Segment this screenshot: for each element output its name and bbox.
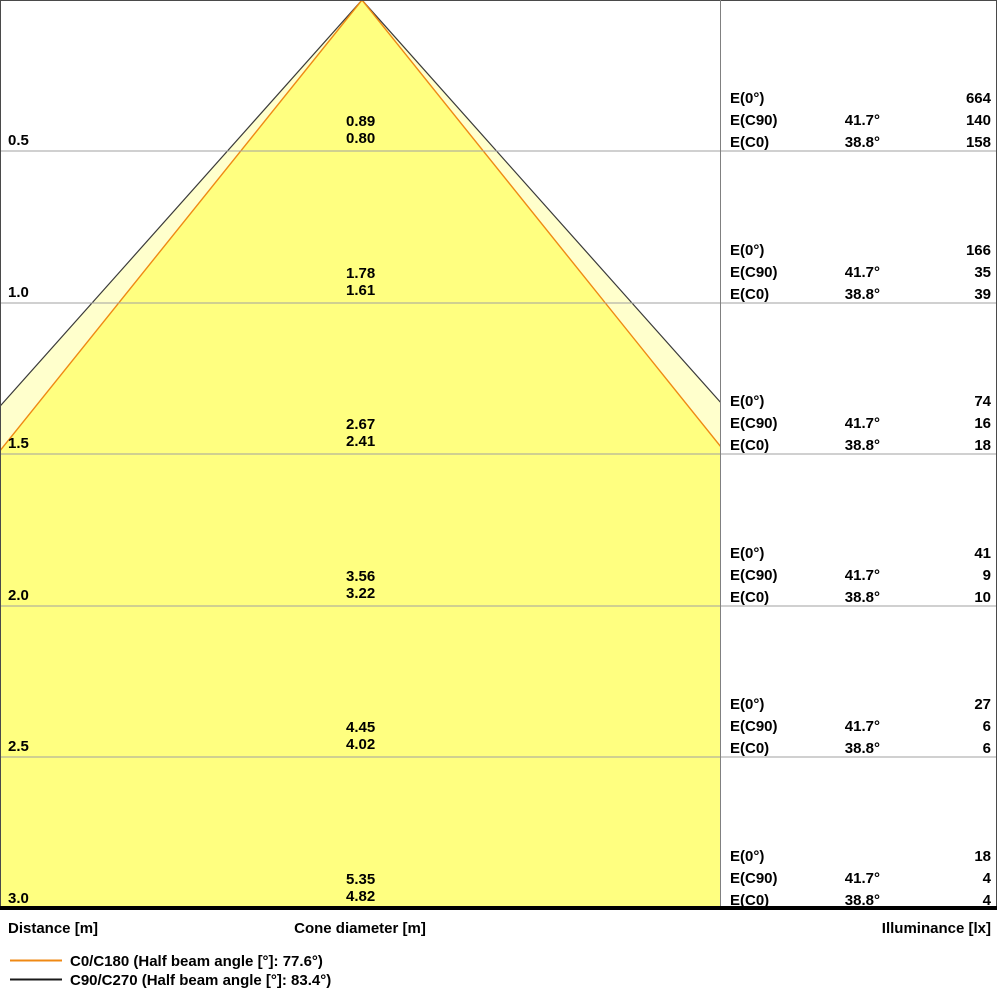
axis-labels: Distance [m] Cone diameter [m] Illuminan…: [8, 920, 991, 937]
ec0-value: 158: [966, 134, 991, 151]
ec0-value: 10: [974, 589, 991, 606]
gridlines: [0, 150, 997, 758]
ec0-label: E(C0): [730, 286, 769, 303]
ec0-angle: 38.8°: [845, 134, 880, 151]
ec0-value: 39: [974, 286, 991, 303]
cone-diameter-c90-value: 5.35: [346, 871, 375, 888]
ec90-angle: 41.7°: [845, 870, 880, 887]
cone-diameter-axis-label: Cone diameter [m]: [294, 920, 426, 937]
ec0-label: E(C0): [730, 134, 769, 151]
distance-axis-label: Distance [m]: [8, 920, 98, 937]
ec90-value: 9: [983, 567, 991, 584]
illuminance-axis-label: Illuminance [lx]: [882, 920, 991, 937]
e0-value: 18: [974, 848, 991, 865]
ec90-value: 4: [983, 870, 992, 887]
ec90-angle: 41.7°: [845, 264, 880, 281]
ec90-angle: 41.7°: [845, 567, 880, 584]
ec0-angle: 38.8°: [845, 589, 880, 606]
e0-label: E(0°): [730, 393, 764, 410]
chart-frame: [0, 0, 997, 910]
ec0-value: 18: [974, 437, 991, 454]
row-1-0: 1.0 1.78 1.61 E(0°) E(C90) E(C0) 41.7° 3…: [8, 242, 991, 303]
cone-diameter-c90-value: 1.78: [346, 265, 375, 282]
ec0-angle: 38.8°: [845, 286, 880, 303]
ec0-label: E(C0): [730, 589, 769, 606]
ec0-angle: 38.8°: [845, 892, 880, 909]
ec0-label: E(C0): [730, 740, 769, 757]
ec90-label: E(C90): [730, 264, 778, 281]
row-1-5: 1.5 2.67 2.41 E(0°) E(C90) E(C0) 41.7° 3…: [8, 393, 992, 454]
cone-diameter-c90-value: 3.56: [346, 568, 375, 585]
ec0-angle: 38.8°: [845, 740, 880, 757]
distance-label: 0.5: [8, 132, 29, 149]
row-2-0: 2.0 3.56 3.22 E(0°) E(C90) E(C0) 41.7° 3…: [8, 545, 991, 606]
e0-value: 74: [974, 393, 991, 410]
ec90-value: 16: [974, 415, 991, 432]
cone-diameter-c0-value: 1.61: [346, 282, 375, 299]
ec0-angle: 38.8°: [845, 437, 880, 454]
cone-diameter-c0-value: 3.22: [346, 585, 375, 602]
distance-label: 2.0: [8, 587, 29, 604]
ec90-label: E(C90): [730, 870, 778, 887]
ec90-value: 35: [974, 264, 991, 281]
ec90-angle: 41.7°: [845, 112, 880, 129]
cone-diameter-c0-value: 2.41: [346, 433, 375, 450]
ec90-angle: 41.7°: [845, 718, 880, 735]
e0-label: E(0°): [730, 90, 764, 107]
row-3-0: 3.0 5.35 4.82 E(0°) E(C90) E(C0) 41.7° 3…: [8, 848, 992, 909]
row-2-5: 2.5 4.45 4.02 E(0°) E(C90) E(C0) 41.7° 3…: [8, 696, 991, 757]
ec90-label: E(C90): [730, 415, 778, 432]
ec0-label: E(C0): [730, 892, 769, 909]
cone-diameter-c90-value: 0.89: [346, 113, 375, 130]
ec90-value: 6: [983, 718, 991, 735]
distance-label: 2.5: [8, 738, 29, 755]
cone-diameter-c0-value: 4.02: [346, 736, 375, 753]
ec90-label: E(C90): [730, 112, 778, 129]
e0-label: E(0°): [730, 545, 764, 562]
e0-value: 27: [974, 696, 991, 713]
e0-label: E(0°): [730, 242, 764, 259]
cone-diameter-c0-value: 0.80: [346, 130, 375, 147]
ec0-label: E(C0): [730, 437, 769, 454]
legend-label-c90-c270: C90/C270 (Half beam angle [°]: 83.4°): [70, 972, 331, 989]
cone-diameter-c0-value: 4.82: [346, 888, 375, 905]
distance-label: 1.0: [8, 284, 29, 301]
row-0-5: 0.5 0.89 0.80 E(0°) E(C90) E(C0) 41.7° 3…: [8, 90, 992, 151]
e0-value: 166: [966, 242, 991, 259]
legend-label-c0-c180: C0/C180 (Half beam angle [°]: 77.6°): [70, 953, 323, 970]
bottom-border: [0, 906, 997, 910]
ec90-angle: 41.7°: [845, 415, 880, 432]
cone-diameter-c90-value: 4.45: [346, 719, 375, 736]
legend: C0/C180 (Half beam angle [°]: 77.6°) C90…: [10, 953, 331, 989]
distance-label: 3.0: [8, 890, 29, 907]
ec90-label: E(C90): [730, 718, 778, 735]
e0-value: 41: [974, 545, 991, 562]
e0-label: E(0°): [730, 696, 764, 713]
e0-label: E(0°): [730, 848, 764, 865]
distance-label: 1.5: [8, 435, 29, 452]
ec90-value: 140: [966, 112, 991, 129]
ec90-label: E(C90): [730, 567, 778, 584]
cone-diameter-c90-value: 2.67: [346, 416, 375, 433]
e0-value: 664: [966, 90, 992, 107]
ec0-value: 4: [983, 892, 992, 909]
ec0-value: 6: [983, 740, 991, 757]
